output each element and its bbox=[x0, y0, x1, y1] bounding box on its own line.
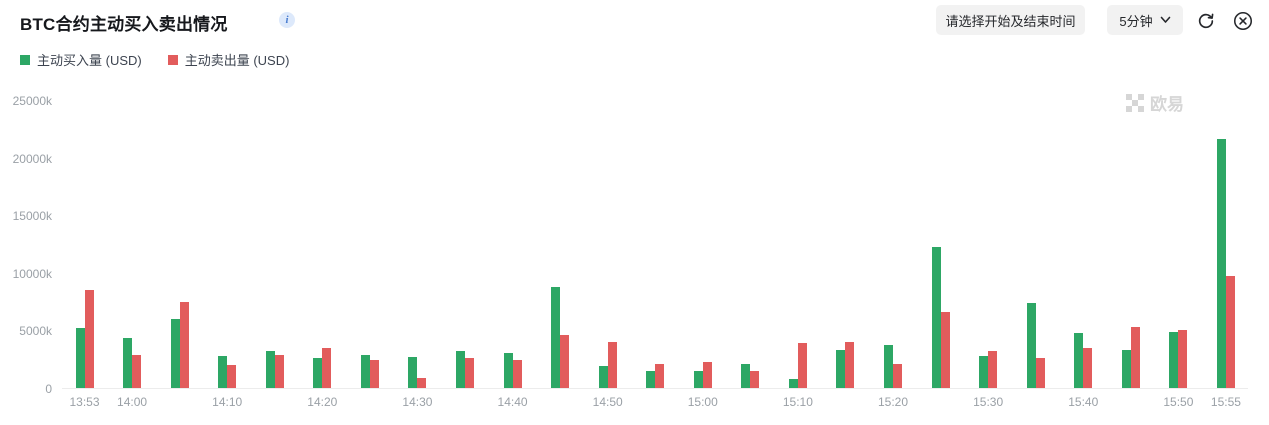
bar-buy[interactable] bbox=[218, 356, 228, 388]
close-button[interactable] bbox=[1231, 9, 1255, 33]
plot-area: 13:53 14:00 14:10 14:20 14:30 14:40 14:50 15:00… bbox=[62, 101, 1248, 409]
legend-swatch bbox=[167, 54, 178, 65]
bar-buy[interactable] bbox=[884, 345, 894, 388]
y-axis-tick-label: 15000k bbox=[12, 209, 52, 224]
x-axis-tick-label: 15:00 bbox=[687, 395, 718, 409]
bar-sell[interactable] bbox=[893, 364, 903, 388]
x-axis-tick-label: 14:30 bbox=[402, 395, 433, 409]
bar-sell[interactable] bbox=[227, 365, 237, 388]
bar-sell[interactable] bbox=[988, 351, 998, 388]
interval-dropdown-value: 5分钟 bbox=[1119, 13, 1153, 29]
y-axis: 0 5000k 10000k 15000k 20000k 25000k bbox=[0, 94, 55, 396]
y-axis-tick-label: 20000k bbox=[12, 151, 52, 166]
bar-sell[interactable] bbox=[322, 348, 332, 388]
y-axis-tick-label: 0 bbox=[45, 382, 52, 396]
date-range-picker-button[interactable]: 请选择开始及结束时间 bbox=[936, 5, 1085, 35]
bar-buy[interactable] bbox=[1121, 350, 1131, 388]
date-range-picker-label: 请选择开始及结束时间 bbox=[945, 13, 1076, 29]
bar-buy[interactable] bbox=[598, 366, 608, 388]
bar-buy[interactable] bbox=[551, 287, 561, 388]
bar-buy[interactable] bbox=[1074, 333, 1084, 388]
bar-sell[interactable] bbox=[607, 342, 617, 388]
bar-sell[interactable] bbox=[464, 358, 474, 388]
bar-buy[interactable] bbox=[455, 351, 465, 388]
legend-swatch bbox=[20, 54, 30, 65]
x-axis-tick-label: 14:50 bbox=[592, 395, 623, 409]
bar-buy[interactable] bbox=[1169, 332, 1179, 388]
bar-sell[interactable] bbox=[1083, 348, 1093, 388]
bar-buy[interactable] bbox=[360, 355, 370, 388]
bar-sell[interactable] bbox=[369, 360, 379, 388]
legend-item-sell[interactable]: 主动卖出量 (USD) bbox=[167, 50, 290, 69]
bar-sell[interactable] bbox=[132, 355, 142, 388]
bar-buy[interactable] bbox=[741, 364, 751, 388]
bar-sell[interactable] bbox=[940, 312, 950, 388]
bar-sell[interactable] bbox=[1130, 327, 1140, 388]
chevron-down-icon bbox=[1160, 16, 1171, 24]
x-axis-tick-label: 15:20 bbox=[878, 395, 909, 409]
x-axis-tick-label: 15:50 bbox=[1163, 395, 1194, 409]
bar-sell[interactable] bbox=[1035, 358, 1045, 388]
legend-item-buy[interactable]: 主动买入量 (USD) bbox=[20, 50, 142, 69]
bar-sell[interactable] bbox=[797, 343, 807, 388]
bar-sell[interactable] bbox=[750, 371, 760, 388]
x-axis-tick-label: 15:10 bbox=[782, 395, 813, 409]
bar-sell[interactable] bbox=[417, 378, 427, 388]
y-axis-tick-label: 25000k bbox=[12, 94, 52, 108]
x-axis-tick-label: 14:40 bbox=[497, 395, 528, 409]
bar-buy[interactable] bbox=[123, 338, 133, 388]
y-axis-tick-label: 5000k bbox=[19, 324, 52, 339]
bar-buy[interactable] bbox=[75, 328, 85, 388]
interval-dropdown[interactable]: 5分钟 bbox=[1107, 5, 1183, 35]
bar-buy[interactable] bbox=[788, 379, 798, 388]
bar-sell[interactable] bbox=[655, 364, 665, 388]
bar-sell[interactable] bbox=[1178, 330, 1188, 388]
page-title: BTC合约主动买入卖出情况 bbox=[20, 15, 228, 34]
refresh-icon bbox=[1196, 11, 1216, 31]
x-axis-tick-label: 13:53 bbox=[69, 395, 100, 409]
bar-buy[interactable] bbox=[646, 371, 656, 388]
bar-buy[interactable] bbox=[313, 358, 323, 388]
bar-sell[interactable] bbox=[179, 302, 189, 388]
bar-buy[interactable] bbox=[503, 353, 513, 388]
bar-sell[interactable] bbox=[274, 355, 284, 388]
bar-buy[interactable] bbox=[836, 350, 846, 388]
legend-label: 主动买入量 (USD) bbox=[37, 53, 142, 68]
bar-buy[interactable] bbox=[1216, 139, 1226, 388]
bar-sell[interactable] bbox=[512, 360, 522, 388]
bar-sell[interactable] bbox=[560, 335, 570, 388]
y-axis-tick-label: 10000k bbox=[12, 266, 52, 281]
bar-buy[interactable] bbox=[979, 356, 989, 388]
legend-label: 主动卖出量 (USD) bbox=[184, 53, 290, 68]
refresh-button[interactable] bbox=[1194, 9, 1218, 33]
x-axis-tick-label: 14:20 bbox=[307, 395, 338, 409]
bar-buy[interactable] bbox=[1026, 303, 1036, 388]
bar-buy[interactable] bbox=[693, 371, 703, 388]
bar-buy[interactable] bbox=[265, 351, 275, 388]
bar-sell[interactable] bbox=[1225, 276, 1235, 388]
close-icon bbox=[1232, 10, 1254, 32]
bar-buy[interactable] bbox=[931, 247, 941, 388]
bar-sell[interactable] bbox=[84, 290, 94, 388]
bar-sell[interactable] bbox=[845, 342, 855, 388]
x-axis-tick-label: 15:40 bbox=[1068, 395, 1099, 409]
x-axis-tick-label: 15:55 bbox=[1210, 395, 1241, 409]
info-icon[interactable]: i bbox=[279, 12, 295, 28]
x-axis-tick-label: 15:30 bbox=[973, 395, 1004, 409]
bar-buy[interactable] bbox=[170, 319, 180, 388]
bar-sell[interactable] bbox=[702, 362, 712, 388]
bar-buy[interactable] bbox=[408, 357, 418, 388]
x-axis-tick-label: 14:00 bbox=[117, 395, 148, 409]
x-axis-tick-label: 14:10 bbox=[212, 395, 243, 409]
legend: 主动买入量 (USD) 主动卖出量 (USD) bbox=[20, 50, 289, 69]
